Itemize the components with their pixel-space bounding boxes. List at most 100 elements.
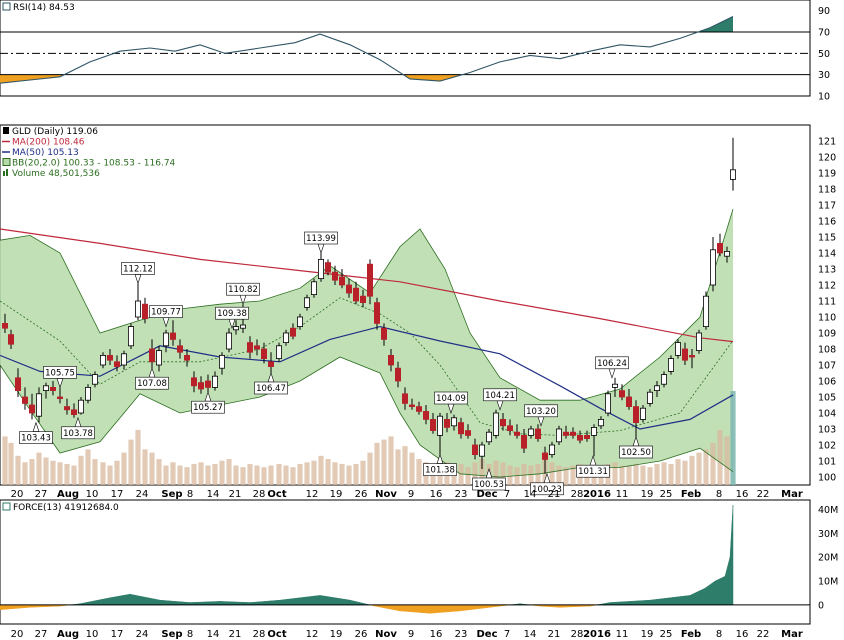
volume-bar [57, 462, 63, 485]
candle [514, 424, 521, 439]
volume-bar [163, 465, 169, 485]
candle-body-down [331, 271, 338, 281]
volume-bar [535, 463, 541, 485]
candle-body-down [324, 262, 331, 273]
price-callout: 102.50 [619, 436, 653, 459]
x-tick-label: 10 [86, 489, 99, 500]
volume-bar [212, 463, 218, 485]
volume-bar [247, 463, 253, 485]
force-tick-label: 40M [818, 505, 838, 516]
volume-bar [682, 460, 688, 485]
price-tick-label: 121 [818, 137, 836, 148]
x-tick-label: Feb [681, 629, 701, 640]
price-callout: 103.43 [19, 421, 53, 444]
candle [260, 342, 267, 364]
candle-body-down [148, 348, 155, 363]
volume-bar [346, 465, 352, 485]
volume-bar [128, 439, 134, 485]
volume-bar [528, 465, 534, 485]
callout-label: 110.82 [228, 285, 258, 295]
candle-body-up [303, 297, 310, 308]
legend-label: BB(20,2.0) 100.33 - 108.53 - 116.74 [12, 159, 176, 169]
volume-bar [304, 462, 310, 485]
volume-bar [43, 457, 49, 485]
candle [584, 430, 591, 442]
candle-body-up [275, 345, 282, 359]
candle-body-up [43, 385, 50, 391]
volume-bar [71, 465, 77, 485]
volume-bar [290, 467, 296, 485]
callout-label: 101.38 [425, 466, 455, 476]
candle [225, 328, 232, 353]
volume-bar [8, 442, 14, 485]
force-tick-label: 20M [818, 553, 838, 564]
callout-label: 105.75 [45, 368, 75, 378]
candle-body-up [591, 426, 598, 436]
price-callout: 109.38 [215, 306, 249, 330]
candle-body-down [289, 327, 296, 337]
x-tick-label: 8 [187, 629, 193, 640]
candle-body-down [338, 276, 345, 286]
candle-body-down [464, 430, 471, 436]
rsi-oversold-fill [0, 74, 463, 84]
x-tick-label: 2016 [583, 629, 611, 640]
volume-bar [730, 391, 736, 485]
callout-label: 107.08 [137, 379, 167, 389]
force-icon [2, 502, 11, 511]
volume-bar [640, 465, 646, 485]
candle-body-down [619, 390, 626, 398]
candle-body-up [478, 444, 485, 457]
candle [190, 371, 197, 393]
price-tick-label: 118 [818, 185, 836, 196]
candle [710, 237, 717, 292]
x-tick-label: Dec [476, 629, 497, 640]
price-callout: 100.53 [472, 468, 506, 491]
price-tick-label: 120 [818, 153, 836, 164]
volume-bar [78, 455, 84, 485]
candle-body-up [730, 169, 737, 180]
rsi-level-lines [0, 31, 810, 76]
candle-body-down [542, 452, 549, 460]
candle-body-down [626, 396, 633, 407]
candle [267, 352, 274, 373]
candle [331, 265, 338, 285]
candle-body-down [359, 295, 366, 304]
volume-bar [184, 467, 190, 485]
x-tick-label: 25 [660, 629, 673, 640]
volume-bar [654, 463, 660, 485]
candle [275, 342, 282, 362]
legend-label: Volume 48,501,536 [12, 169, 100, 179]
price-callout: 106.24 [595, 356, 629, 379]
volume-bar [675, 459, 681, 485]
candle [450, 414, 457, 431]
x-tick-label: 17 [111, 489, 124, 500]
candle-body-up [225, 332, 232, 350]
force-y-axis: 40M 30M 20M 10M 0 [818, 505, 838, 611]
candle [535, 424, 542, 442]
candle [730, 137, 737, 191]
callout-box [595, 356, 629, 370]
candle [21, 387, 28, 410]
x-tick-label: 16 [736, 629, 749, 640]
candle-body-down [71, 409, 78, 415]
candle [36, 387, 43, 423]
volume-bar [107, 465, 113, 485]
callout-box [304, 231, 338, 245]
volume-bar [254, 465, 260, 485]
candle-body-up [450, 417, 457, 427]
candle [542, 446, 549, 474]
candle [556, 425, 563, 445]
candle [100, 352, 107, 369]
x-tick-label: 21 [548, 629, 561, 640]
callout-label: 109.38 [217, 309, 247, 319]
rsi-tick-label: 90 [818, 6, 830, 17]
price-panel: 113.99 112.12 110.82 109.77 109.38 107.08 106.… [0, 124, 836, 496]
callout-box [19, 431, 53, 444]
callout-label: 101.31 [578, 467, 608, 477]
volume-bar [205, 465, 211, 485]
candle [282, 329, 289, 346]
legend-label: MA(200) 108.46 [12, 138, 85, 148]
candle [310, 278, 317, 298]
candle [549, 441, 556, 458]
candle [647, 389, 654, 407]
